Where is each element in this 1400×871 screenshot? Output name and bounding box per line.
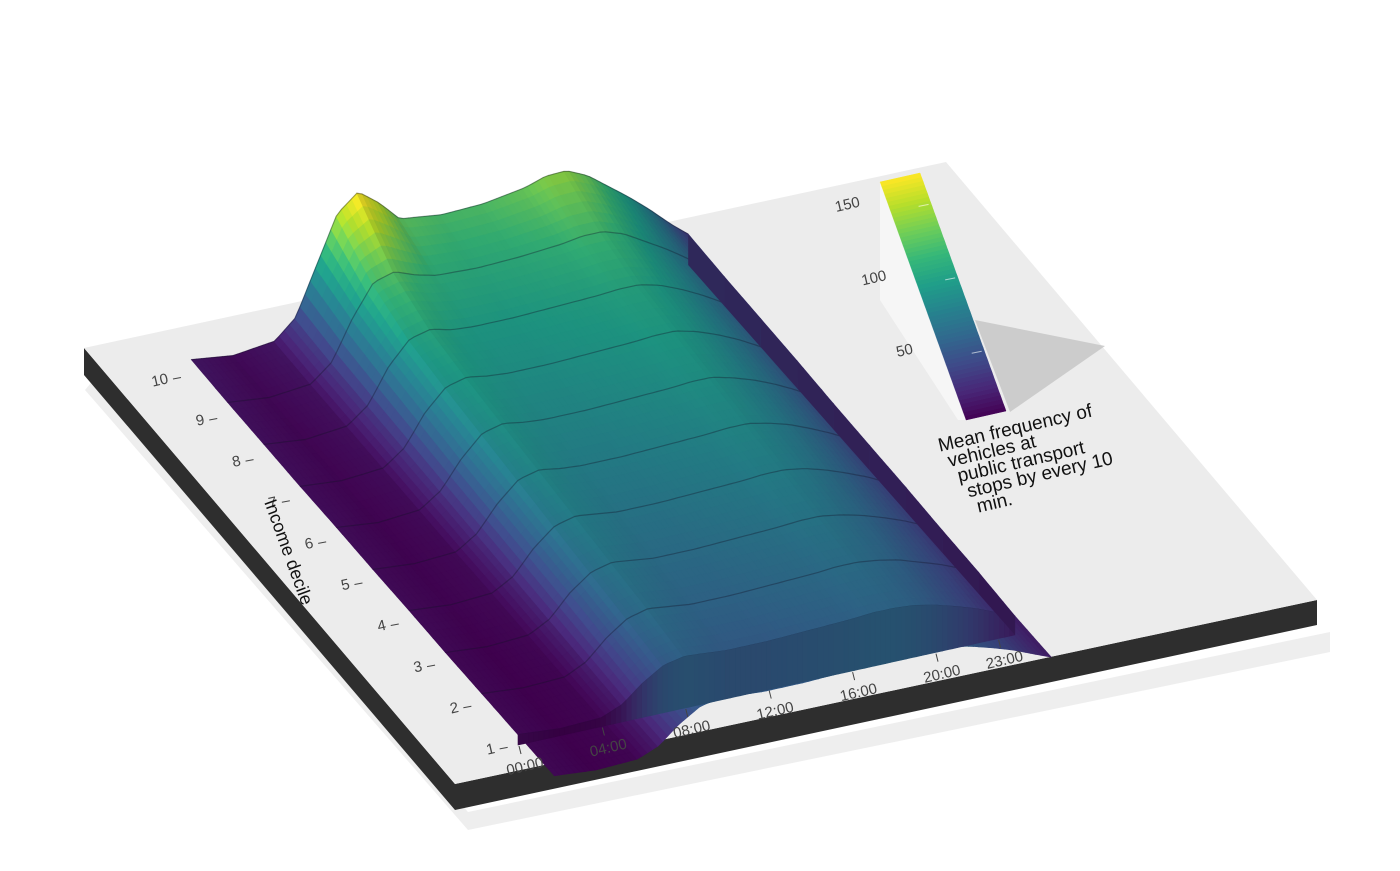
base-side-front bbox=[455, 600, 1317, 810]
ridge-line-decile-9 bbox=[227, 231, 725, 403]
surface-decile-10 bbox=[190, 170, 725, 403]
surface-decile-6 bbox=[335, 376, 871, 570]
chart-surface bbox=[190, 170, 1052, 777]
surface-decile-7 bbox=[299, 330, 835, 528]
ridge-line-decile-10 bbox=[191, 170, 689, 361]
ridge-line-decile-7 bbox=[300, 330, 798, 487]
ridge-line-decile-8 bbox=[263, 284, 762, 445]
base-side-left bbox=[84, 348, 455, 810]
surface-decile-8 bbox=[263, 284, 798, 487]
